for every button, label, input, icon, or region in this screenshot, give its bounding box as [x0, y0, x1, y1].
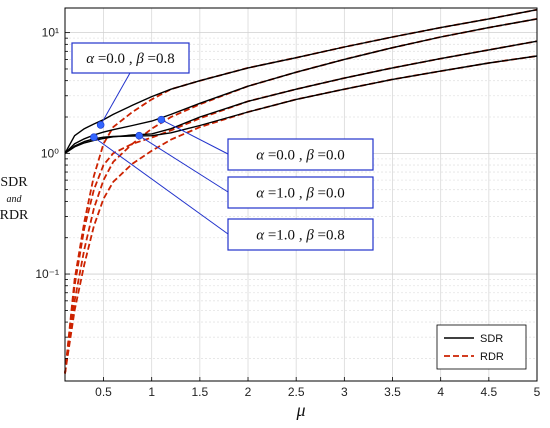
- sdr-series-line: [64, 55, 538, 154]
- annotation-leader-line: [100, 72, 131, 126]
- annotation-label-part: α: [256, 228, 265, 244]
- annotation-leader-line: [138, 135, 229, 193]
- annotation-label-part: α: [86, 51, 95, 67]
- annotation-label-part: =1.0: [264, 228, 295, 244]
- annotation-label-part: =0.0: [94, 51, 125, 67]
- annotation-label-part: β: [305, 228, 314, 244]
- annotation-label: α =1.0 , β =0.8: [256, 228, 345, 244]
- annotation-label-part: =0.8: [314, 228, 345, 244]
- annotations: α =0.0 , β =0.8α =0.0 , β =0.0α =1.0 , β…: [71, 42, 374, 251]
- legend-label-rdr: RDR: [480, 351, 504, 363]
- x-tick-label: 4: [437, 385, 444, 399]
- plot-frame: [64, 7, 538, 382]
- x-tick-label: 3.5: [384, 385, 401, 399]
- annotation-label-part: β: [135, 51, 144, 67]
- sdr-series-line: [64, 18, 538, 154]
- annotation-label-part: =0.0: [264, 148, 295, 164]
- rdr-series-line: [64, 8, 538, 374]
- annotation-label-part: α: [256, 186, 265, 202]
- annotation-leader-line: [93, 136, 229, 235]
- rdr-series-line: [64, 40, 538, 374]
- y-tick-label: 10¹: [42, 26, 59, 40]
- annotation-box: [227, 176, 374, 209]
- annotation-label-part: α: [256, 148, 265, 164]
- legend-box: [436, 324, 527, 370]
- annotation-label-part: β: [305, 186, 314, 202]
- x-tick-label: 2: [245, 385, 252, 399]
- annotation-box: [71, 42, 190, 74]
- annotation-label-part: =1.0: [264, 186, 295, 202]
- annotation-marker: [135, 131, 143, 140]
- x-tick-label: 1.5: [192, 385, 209, 399]
- annotation-label: α =1.0 , β =0.0: [256, 186, 345, 202]
- y-tick-label: 10⁻¹: [35, 267, 59, 281]
- annotation-box: [227, 138, 374, 171]
- legend-label-sdr: SDR: [480, 333, 503, 345]
- x-tick-label: 2.5: [288, 385, 305, 399]
- x-tick-label: 4.5: [480, 385, 497, 399]
- x-tick-label: 3: [341, 385, 348, 399]
- annotation-label: α =0.0 , β =0.0: [256, 148, 345, 164]
- annotation-leader-line: [161, 119, 229, 155]
- legend: SDR RDR: [436, 324, 527, 370]
- sdr-series-line: [64, 9, 538, 154]
- y-axis-title-line2: and: [7, 194, 23, 205]
- annotation-label-part: =0.0: [314, 186, 345, 202]
- annotation-label-part: ,: [125, 51, 136, 67]
- sdr-series-line: [64, 40, 538, 154]
- x-axis-title: μ: [295, 400, 305, 420]
- annotation-label-part: ,: [295, 148, 306, 164]
- series-layer: [64, 8, 538, 374]
- axis-ticks: 0.5 1 1.5 2 2.5 3 3.5 4 4.5 5 10⁻¹ 10⁰ 10¹: [35, 26, 540, 399]
- y-tick-label: 10⁰: [41, 146, 59, 160]
- y-axis-title-line3: RDR: [0, 208, 29, 223]
- annotation-label-part: =0.8: [144, 51, 175, 67]
- annotation-marker: [157, 115, 166, 124]
- x-tick-label: 5: [534, 385, 541, 399]
- annotation-label-part: ,: [295, 186, 306, 202]
- annotation-label-part: β: [305, 148, 314, 164]
- annotation-label-part: =0.0: [314, 148, 345, 164]
- y-axis-title-line1: SDR: [0, 175, 28, 190]
- x-tick-label: 0.5: [95, 385, 112, 399]
- annotation-label-part: ,: [295, 228, 306, 244]
- x-tick-label: 1: [148, 385, 155, 399]
- annotation-label: α =0.0 , β =0.8: [86, 51, 175, 67]
- annotation-box: [227, 218, 374, 251]
- annotation-marker: [90, 133, 98, 142]
- annotation-marker: [96, 121, 105, 129]
